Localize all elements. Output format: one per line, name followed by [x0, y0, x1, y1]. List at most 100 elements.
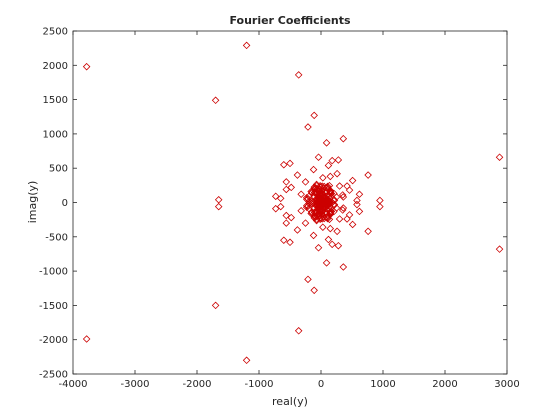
data-point: [338, 206, 347, 214]
data-point: [323, 182, 332, 191]
y-tick-label: 1000: [43, 129, 68, 140]
data-point: [271, 204, 280, 213]
data-point: [364, 227, 372, 236]
data-point: [348, 220, 357, 229]
y-tick-label: 2000: [43, 61, 68, 72]
data-point: [286, 159, 294, 168]
data-point: [324, 235, 333, 244]
data-point: [282, 178, 291, 186]
data-point: [287, 183, 296, 192]
data-point: [304, 275, 312, 284]
data-point: [326, 208, 335, 216]
data-point: [343, 215, 351, 223]
data-point: [211, 301, 220, 310]
data-point: [330, 195, 338, 204]
data-point: [326, 187, 335, 196]
y-tick-label: 2500: [43, 27, 68, 38]
data-point: [348, 176, 357, 185]
data-point: [319, 174, 327, 182]
y-tick-label: -2000: [39, 335, 68, 346]
x-tick-label: -4000: [58, 379, 87, 390]
data-point: [82, 62, 91, 71]
x-tick-label: 0: [318, 379, 324, 390]
y-tick-label: -2500: [39, 370, 68, 381]
data-point: [294, 327, 303, 335]
data-point: [276, 194, 285, 203]
x-axis-label: real(y): [272, 395, 308, 408]
data-point: [308, 189, 316, 197]
data-point: [242, 41, 251, 50]
data-point: [319, 223, 327, 231]
data-point: [495, 153, 504, 161]
data-point: [317, 199, 325, 208]
data-point: [321, 196, 330, 205]
data-point: [293, 226, 302, 234]
data-point: [335, 182, 344, 190]
y-tick-label: -1500: [39, 301, 68, 312]
data-point: [302, 193, 311, 202]
data-point: [326, 189, 335, 197]
data-point: [353, 196, 361, 205]
data-point: [495, 245, 504, 253]
y-tick-label: -500: [45, 232, 68, 243]
data-point: [343, 182, 351, 190]
data-point: [312, 215, 321, 224]
data-point: [301, 178, 310, 186]
y-axis-label: imag(y): [26, 181, 39, 224]
data-point: [333, 169, 341, 178]
data-point: [328, 240, 336, 249]
y-tick-label: 0: [62, 198, 68, 209]
data-point: [314, 204, 323, 212]
data-point: [282, 219, 291, 227]
data-point: [322, 184, 331, 192]
data-point: [301, 219, 310, 227]
data-point: [293, 171, 302, 179]
y-tick-label: -1000: [39, 267, 68, 278]
data-point: [324, 161, 333, 170]
data-point: [334, 156, 343, 164]
data-point: [309, 231, 318, 240]
data-point: [376, 202, 384, 211]
x-tick-label: -3000: [120, 379, 149, 390]
data-point: [326, 224, 335, 233]
data-point: [276, 202, 285, 211]
data-point: [316, 214, 325, 222]
data-point: [364, 171, 372, 179]
data-point: [317, 197, 325, 206]
data-point: [334, 241, 343, 250]
data-point: [318, 182, 326, 190]
data-point: [242, 356, 251, 365]
data-point: [339, 134, 348, 143]
x-tick-label: -1000: [244, 379, 273, 390]
data-point: [282, 185, 291, 194]
x-tick-label: 1000: [370, 379, 395, 390]
data-point: [286, 238, 294, 247]
data-point: [214, 202, 223, 211]
data-point: [322, 259, 331, 267]
data-point: [280, 236, 288, 244]
x-tick-label: 3000: [494, 379, 519, 390]
data-point: [287, 213, 296, 222]
data-point: [271, 192, 280, 201]
data-point: [297, 190, 305, 199]
data-point: [309, 165, 318, 174]
data-point: [333, 227, 341, 236]
data-point: [328, 156, 336, 165]
data-point: [315, 190, 324, 198]
data-point: [322, 139, 331, 147]
x-tick-label: -2000: [182, 379, 211, 390]
data-point: [335, 215, 344, 223]
chart-title: Fourier Coefficients: [229, 14, 351, 27]
y-tick-label: 500: [49, 164, 68, 175]
data-point: [316, 183, 325, 191]
data-point: [355, 190, 364, 199]
data-point: [310, 286, 318, 295]
data-point: [211, 96, 220, 105]
data-point: [302, 203, 311, 212]
axis-ticks: -4000 -3000 -2000 -1000 0 1000 2000 3000 -2500 -2…: [39, 27, 520, 391]
data-point: [294, 71, 303, 79]
data-point: [304, 123, 312, 131]
data-point: [280, 161, 288, 169]
